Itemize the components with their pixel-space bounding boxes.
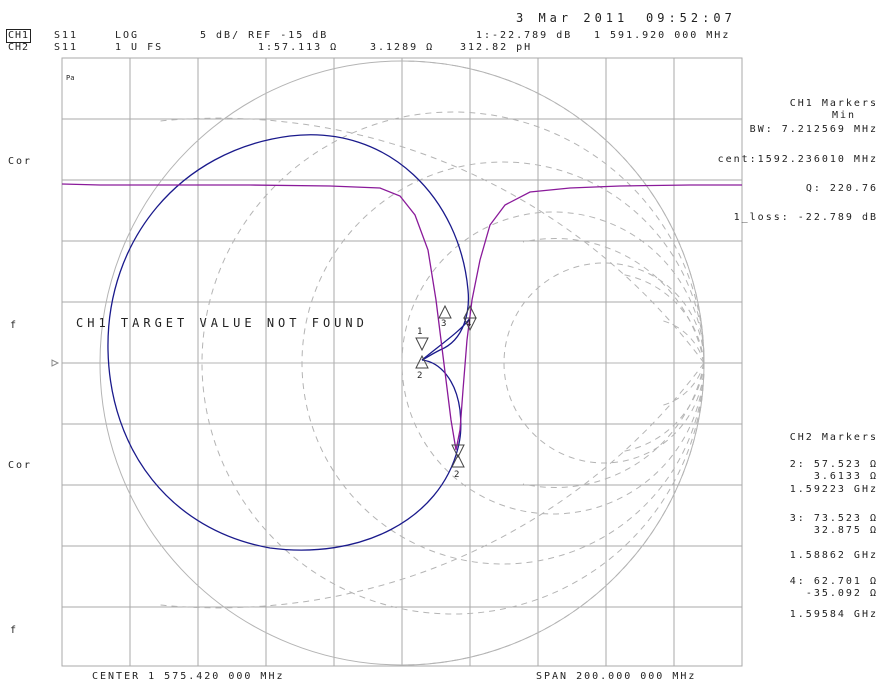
marker-3-ch2: [438, 304, 452, 319]
ch2-parameter: S11: [54, 42, 79, 53]
ch2-markers-title: CH2 Markers: [789, 432, 878, 443]
ch2-marker-3-frequency: 1.58862 GHz: [789, 550, 878, 561]
ch2-marker-3-resistance: 3: 73.523 Ω: [789, 513, 878, 524]
header-date: 3 Mar 2011: [516, 11, 629, 25]
ch1-marker-readout: 1:-22.789 dB: [476, 30, 573, 41]
ch1-indicator[interactable]: CH1: [6, 29, 32, 43]
trace-markers: [415, 304, 477, 468]
left-label-f-1: f: [10, 320, 19, 331]
ch1-q-factor: Q: 220.76: [805, 183, 878, 194]
marker-label-4: 4: [466, 319, 472, 329]
graticule-grid: [61, 57, 743, 667]
ch1-center-frequency: cent:1592.236010 MHz: [717, 154, 878, 165]
left-label-cor-2: Cor: [8, 460, 33, 471]
ch1-markers-title: CH1 Markers: [789, 98, 878, 109]
ch2-format: 1 U FS: [115, 42, 164, 53]
marker-2-ch1: [451, 444, 465, 468]
header-time: 09:52:07: [646, 11, 736, 25]
center-frequency: CENTER 1 575.420 000 MHz: [92, 671, 285, 682]
ch2-marker-3-reactance: 32.875 Ω: [813, 525, 878, 536]
smith-chart-dashed-circles: [159, 60, 705, 666]
ch1-bandwidth: BW: 7.212569 MHz: [749, 124, 878, 135]
ch2-marker-4-frequency: 1.59584 GHz: [789, 609, 878, 620]
span-frequency: SPAN 200.000 000 MHz: [536, 671, 697, 682]
reference-level-arrow: [51, 359, 60, 367]
ch2-marker-reactance: 3.1289 Ω: [370, 42, 435, 53]
ch2-marker-2-resistance: 2: 57.523 Ω: [789, 459, 878, 470]
left-label-cor-1: Cor: [8, 156, 33, 167]
marker-label-1: 1: [417, 327, 423, 337]
marker-label-3: 3: [441, 319, 447, 329]
ch2-indicator[interactable]: CH2: [8, 42, 30, 53]
marker-label-2a: 2: [417, 371, 423, 381]
ch1-format: LOG: [115, 30, 140, 41]
marker-4-ch2: [463, 304, 477, 332]
marker-label-2b: 2: [454, 470, 460, 480]
left-label-f-2: f: [10, 625, 19, 636]
ch2-marker-2-reactance: 3.6133 Ω: [813, 471, 878, 482]
ch2-marker-resistance: 1:57.113 Ω: [258, 42, 339, 53]
ch2-marker-2-frequency: 1.59223 GHz: [789, 484, 878, 495]
plot-corner-symbol: Pa: [66, 74, 75, 82]
target-not-found-message: CH1 TARGET VALUE NOT FOUND: [76, 316, 368, 330]
ch1-parameter: S11: [54, 30, 79, 41]
ch1-markers-subtitle: Min: [831, 110, 856, 121]
marker-1-ch2: [415, 337, 429, 369]
ch1-scale: 5 dB/ REF -15 dB: [200, 30, 329, 41]
ch1-marker-frequency: 1 591.920 000 MHz: [594, 30, 731, 41]
ch2-marker-4-reactance: -35.092 Ω: [805, 588, 878, 599]
ch1-logmag-trace: [61, 183, 742, 451]
ch1-loss: 1_loss: -22.789 dB: [733, 212, 878, 223]
ch2-smith-trace: [107, 134, 471, 551]
ch2-marker-4-resistance: 4: 62.701 Ω: [789, 576, 878, 587]
ch2-marker-inductance: 312.82 pH: [460, 42, 533, 53]
